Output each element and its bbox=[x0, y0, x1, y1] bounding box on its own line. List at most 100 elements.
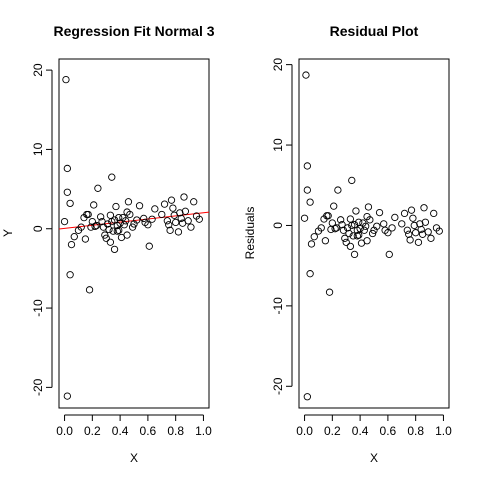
data-point bbox=[151, 205, 159, 213]
plot-frame bbox=[58, 58, 210, 409]
data-point bbox=[350, 250, 359, 259]
data-point bbox=[97, 213, 105, 221]
data-point bbox=[63, 188, 71, 196]
data-point bbox=[77, 223, 85, 231]
data-point bbox=[362, 222, 370, 230]
data-point bbox=[350, 221, 359, 229]
data-point bbox=[310, 233, 318, 241]
data-point bbox=[187, 223, 195, 231]
data-point bbox=[403, 226, 411, 234]
data-point bbox=[373, 222, 381, 230]
data-point bbox=[363, 212, 371, 221]
data-point bbox=[112, 202, 120, 211]
data-point bbox=[321, 237, 330, 245]
y-tick-label: 0 bbox=[31, 225, 45, 232]
data-point bbox=[176, 209, 184, 217]
data-point bbox=[101, 231, 109, 239]
data-point bbox=[417, 225, 425, 234]
data-point bbox=[338, 221, 346, 229]
data-point bbox=[331, 225, 339, 233]
data-point bbox=[113, 227, 121, 235]
y-tick-label: 0 bbox=[271, 222, 285, 229]
data-point bbox=[430, 209, 438, 218]
data-point bbox=[158, 210, 166, 219]
data-point bbox=[105, 225, 113, 234]
data-point bbox=[123, 231, 131, 239]
data-point bbox=[307, 240, 316, 248]
y-tick-label: 20 bbox=[271, 58, 285, 72]
data-point bbox=[427, 234, 435, 242]
x-tick-label: 0.6 bbox=[140, 424, 157, 438]
data-point bbox=[123, 208, 131, 216]
data-point bbox=[330, 202, 338, 210]
data-point bbox=[90, 201, 98, 209]
data-point bbox=[384, 229, 392, 237]
data-point bbox=[303, 162, 311, 170]
data-point bbox=[91, 222, 99, 231]
y-axis: -20 -10 0 10 20 bbox=[31, 63, 53, 396]
data-point bbox=[339, 226, 348, 234]
data-point bbox=[346, 215, 355, 223]
x-tick-label: 0.4 bbox=[352, 424, 369, 438]
data-point bbox=[184, 217, 192, 225]
plot-frame bbox=[298, 58, 450, 409]
data-point bbox=[325, 288, 334, 296]
data-point bbox=[172, 218, 180, 227]
data-point bbox=[323, 212, 331, 220]
data-point bbox=[364, 203, 373, 211]
data-point bbox=[135, 202, 144, 210]
data-point bbox=[352, 207, 360, 215]
data-point bbox=[195, 215, 203, 223]
data-point bbox=[348, 221, 356, 230]
data-point bbox=[109, 227, 117, 235]
points-layer bbox=[60, 75, 203, 400]
x-axis: 0.0 0.2 0.4 0.6 0.8 1.0 bbox=[56, 414, 212, 438]
data-point bbox=[414, 238, 423, 246]
data-point bbox=[306, 198, 314, 206]
data-point bbox=[416, 220, 424, 228]
data-point bbox=[375, 208, 384, 217]
data-point bbox=[92, 221, 101, 230]
data-point bbox=[410, 221, 418, 230]
data-point bbox=[345, 229, 353, 238]
data-point bbox=[400, 209, 409, 218]
data-point bbox=[144, 221, 152, 229]
y-tick-label: -10 bbox=[31, 299, 45, 317]
data-point bbox=[398, 220, 406, 228]
data-point bbox=[412, 229, 420, 237]
data-point bbox=[103, 220, 112, 228]
data-point bbox=[181, 207, 190, 215]
data-point bbox=[145, 242, 153, 250]
data-point bbox=[83, 210, 91, 219]
data-point bbox=[353, 232, 361, 240]
y-axis-label: Residuals bbox=[243, 207, 257, 260]
chart-title: Residual Plot bbox=[330, 23, 419, 39]
x-tick-label: 1.0 bbox=[435, 424, 452, 438]
x-tick-label: 0.8 bbox=[167, 424, 184, 438]
data-point bbox=[115, 226, 123, 234]
y-tick-label: 10 bbox=[271, 138, 285, 152]
data-point bbox=[66, 271, 74, 279]
data-point bbox=[317, 224, 325, 232]
data-point bbox=[110, 245, 119, 254]
x-tick-label: 0.0 bbox=[56, 424, 73, 438]
data-point bbox=[332, 224, 341, 232]
data-point bbox=[169, 204, 177, 212]
data-point bbox=[160, 200, 169, 208]
data-point bbox=[166, 226, 174, 234]
x-tick-label: 0.2 bbox=[84, 424, 101, 438]
data-point bbox=[380, 220, 388, 228]
data-point bbox=[337, 216, 345, 224]
data-point bbox=[303, 186, 311, 194]
data-point bbox=[388, 224, 396, 232]
data-point bbox=[124, 198, 133, 206]
data-point bbox=[355, 231, 363, 239]
data-point bbox=[165, 221, 173, 229]
data-point bbox=[346, 242, 355, 251]
x-tick-label: 0.4 bbox=[112, 424, 129, 438]
data-point bbox=[63, 164, 71, 173]
data-point bbox=[163, 217, 171, 225]
data-point bbox=[360, 226, 368, 234]
y-tick-label: 20 bbox=[31, 63, 45, 77]
